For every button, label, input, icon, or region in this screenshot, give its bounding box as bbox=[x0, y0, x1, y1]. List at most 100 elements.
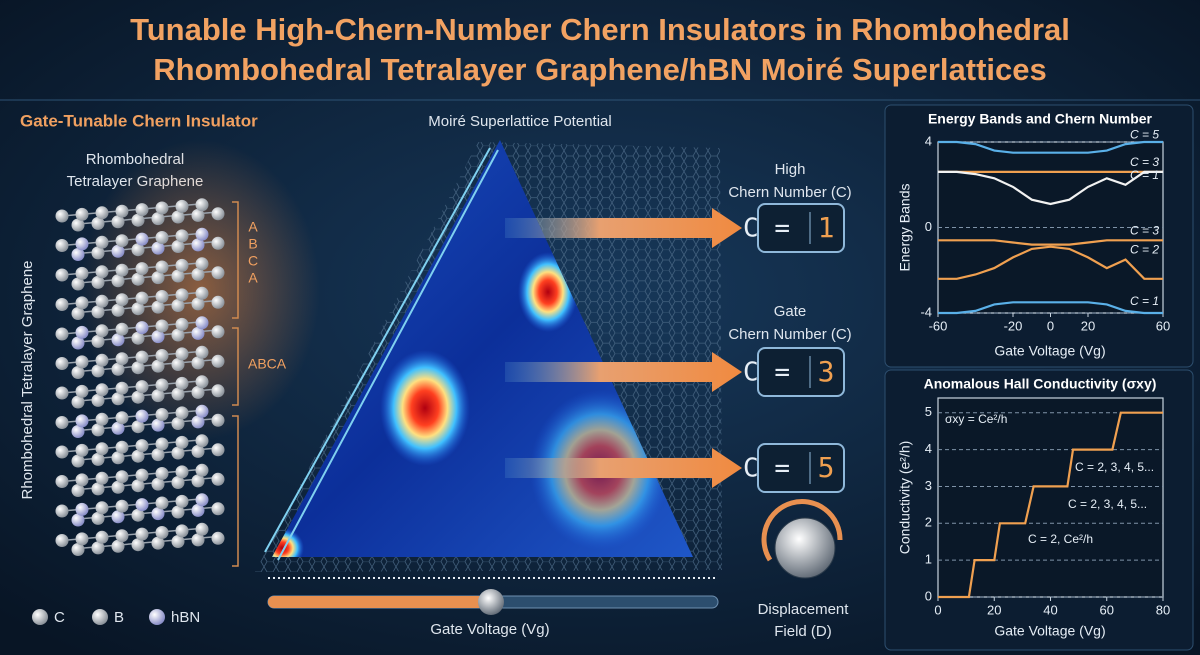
atom bbox=[151, 300, 165, 314]
atom bbox=[71, 425, 85, 438]
knob-label: Field (D) bbox=[774, 623, 832, 640]
atom bbox=[95, 471, 109, 485]
atom bbox=[191, 474, 205, 488]
annotation: σxy = Ce²/h bbox=[945, 412, 1007, 426]
atom bbox=[155, 467, 169, 480]
atom bbox=[175, 229, 189, 243]
atom bbox=[211, 472, 225, 486]
x-tick-label: -20 bbox=[1004, 318, 1023, 333]
x-tick-label: 60 bbox=[1156, 318, 1170, 333]
atom bbox=[131, 243, 145, 257]
atom bbox=[155, 408, 169, 421]
curve-label: C = 5 bbox=[1130, 127, 1159, 141]
arrow bbox=[505, 208, 742, 248]
atom bbox=[55, 209, 69, 223]
atom bbox=[55, 298, 69, 311]
y-axis-label: Energy Bands bbox=[897, 184, 913, 272]
atom bbox=[131, 331, 145, 345]
atom bbox=[71, 277, 85, 291]
series-line bbox=[938, 245, 1163, 280]
series-line bbox=[938, 239, 1163, 246]
atom bbox=[111, 274, 125, 288]
atom bbox=[151, 507, 165, 521]
readout-title: Gate bbox=[774, 303, 807, 320]
atom bbox=[211, 295, 225, 309]
atom bbox=[75, 266, 89, 280]
atom bbox=[171, 240, 185, 253]
knob-arc bbox=[761, 499, 843, 562]
atom bbox=[111, 480, 125, 494]
atom bbox=[175, 258, 189, 272]
atom bbox=[195, 375, 209, 389]
atom bbox=[115, 440, 129, 454]
atom bbox=[191, 444, 205, 458]
atom bbox=[115, 204, 129, 218]
atom bbox=[71, 454, 85, 468]
slider-knob[interactable] bbox=[478, 589, 504, 615]
atom bbox=[171, 328, 185, 342]
annotation: C = 2, 3, 4, 5... bbox=[1075, 460, 1154, 474]
atom bbox=[151, 271, 165, 285]
chart-title: Energy Bands and Chern Number bbox=[928, 111, 1153, 127]
atom bbox=[155, 319, 169, 333]
atom bbox=[175, 199, 189, 213]
atom bbox=[175, 317, 189, 331]
atom bbox=[155, 201, 169, 215]
atom bbox=[171, 535, 185, 548]
atom bbox=[135, 409, 149, 423]
atom bbox=[195, 404, 209, 418]
atom bbox=[75, 325, 89, 339]
atom bbox=[91, 541, 105, 555]
atom bbox=[211, 413, 225, 427]
atom bbox=[211, 266, 225, 280]
atom bbox=[75, 414, 89, 428]
y-tick-label: 5 bbox=[925, 404, 932, 419]
stack-letter: B bbox=[248, 236, 257, 252]
knob[interactable] bbox=[774, 517, 836, 579]
readout-box bbox=[757, 443, 845, 493]
atom bbox=[55, 445, 69, 459]
x-tick-label: 80 bbox=[1156, 602, 1170, 617]
chart-title: Anomalous Hall Conductivity (σxy) bbox=[924, 376, 1157, 392]
atom bbox=[95, 206, 109, 220]
atom bbox=[95, 530, 109, 544]
atom bbox=[55, 357, 69, 370]
atom bbox=[71, 484, 85, 497]
y-tick-label: -4 bbox=[920, 304, 932, 319]
plot-area bbox=[937, 397, 1164, 598]
atom bbox=[71, 543, 85, 556]
legend-label: hBN bbox=[171, 609, 200, 626]
stack-letter: A bbox=[248, 270, 258, 286]
atom bbox=[115, 529, 129, 543]
atom bbox=[175, 406, 189, 420]
atom bbox=[91, 423, 105, 437]
series-line bbox=[938, 301, 1163, 315]
atom bbox=[111, 303, 125, 317]
atom bbox=[131, 449, 145, 463]
atom bbox=[75, 532, 89, 546]
atom bbox=[91, 334, 105, 348]
atom bbox=[131, 213, 145, 227]
atom bbox=[171, 269, 185, 283]
atom bbox=[111, 392, 125, 406]
y-tick-label: 2 bbox=[925, 515, 932, 530]
stack-label: ABCA bbox=[248, 356, 287, 372]
atom bbox=[195, 227, 209, 241]
atom bbox=[115, 381, 129, 395]
atom bbox=[171, 358, 185, 371]
atom bbox=[131, 508, 145, 522]
y-tick-label: 0 bbox=[925, 219, 932, 234]
atom bbox=[91, 511, 105, 525]
atom bbox=[55, 504, 69, 518]
atom bbox=[55, 239, 69, 252]
atom bbox=[135, 468, 149, 482]
atom bbox=[91, 275, 105, 289]
vertical-label: Rhombohedral Tetralayer Graphene bbox=[19, 260, 36, 499]
atom bbox=[111, 510, 125, 524]
atom bbox=[191, 356, 205, 370]
atom bbox=[95, 324, 109, 338]
readout-value: 3 bbox=[818, 355, 835, 388]
atom bbox=[95, 412, 109, 426]
atom bbox=[151, 330, 165, 344]
atom bbox=[91, 246, 105, 260]
